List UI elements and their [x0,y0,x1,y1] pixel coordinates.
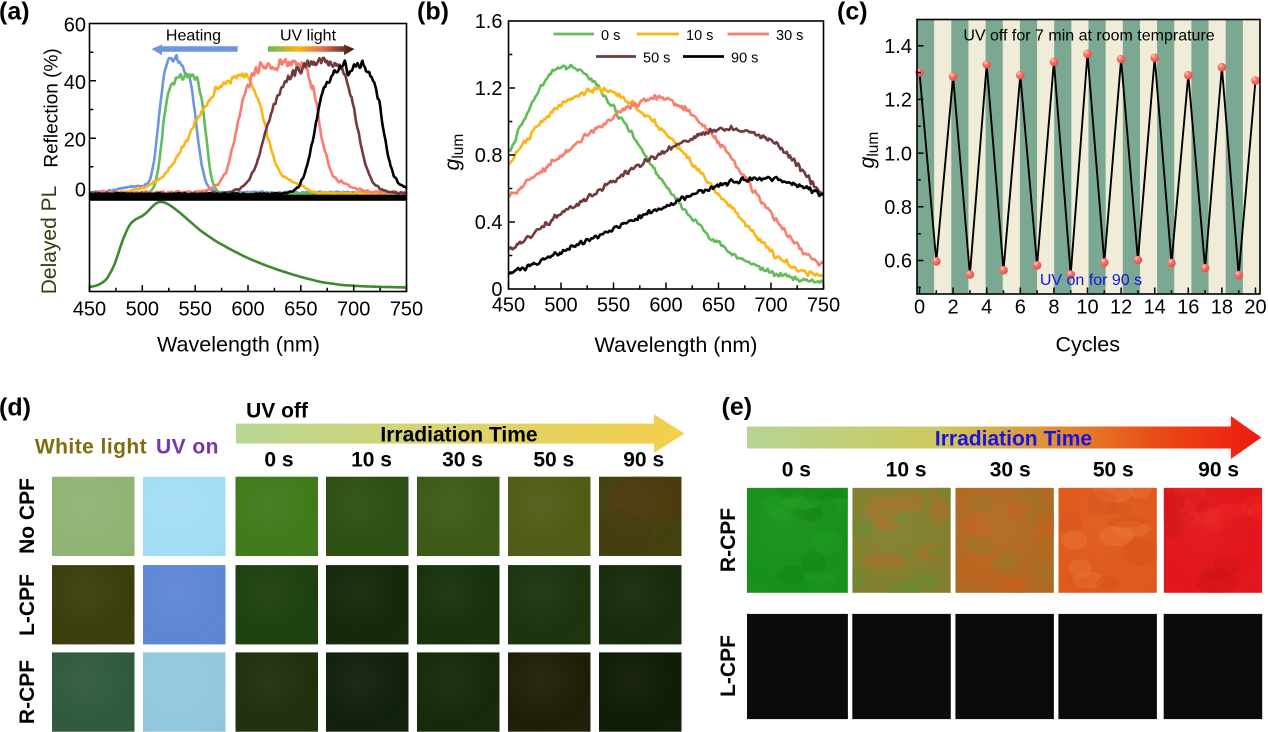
svg-text:18: 18 [1211,297,1233,319]
svg-text:40: 40 [64,72,86,94]
svg-text:0.8: 0.8 [884,197,912,219]
svg-text:glum: glum [441,134,467,171]
svg-text:(a): (a) [0,0,30,26]
svg-text:glum: glum [856,132,882,169]
svg-text:Wavelength (nm): Wavelength (nm) [157,333,320,357]
svg-text:Irradiation Time: Irradiation Time [380,424,537,447]
svg-text:0.4: 0.4 [475,212,503,234]
svg-text:0: 0 [914,297,925,319]
svg-text:90 s: 90 s [1198,459,1239,482]
svg-text:1.6: 1.6 [475,11,503,33]
svg-text:0.8: 0.8 [475,145,503,167]
svg-text:750: 750 [807,295,840,317]
svg-text:16: 16 [1177,297,1199,319]
svg-text:0 s: 0 s [264,449,293,472]
svg-text:Irradiation Time: Irradiation Time [935,428,1092,451]
svg-text:650: 650 [284,299,317,321]
svg-text:(b): (b) [417,0,449,26]
svg-text:450: 450 [73,299,106,321]
svg-text:UV on for 90 s: UV on for 90 s [1040,272,1142,289]
svg-text:Delayed PL: Delayed PL [38,186,61,295]
svg-text:R-CPF: R-CPF [16,660,39,724]
svg-text:12: 12 [1110,297,1132,319]
svg-text:4: 4 [981,297,992,319]
svg-text:L-CPF: L-CPF [16,574,39,636]
svg-text:0.6: 0.6 [884,251,912,273]
svg-text:R-CPF: R-CPF [717,508,740,572]
svg-text:600: 600 [649,295,682,317]
svg-text:700: 700 [337,299,370,321]
svg-text:1.2: 1.2 [475,78,503,100]
svg-text:750: 750 [390,299,423,321]
svg-text:Wavelength (nm): Wavelength (nm) [595,333,758,357]
svg-text:450: 450 [492,295,525,317]
svg-text:6: 6 [1015,297,1026,319]
svg-text:500: 500 [544,295,577,317]
svg-text:90 s: 90 s [731,51,758,67]
svg-text:500: 500 [126,299,159,321]
svg-text:700: 700 [754,295,787,317]
svg-text:Cycles: Cycles [1055,333,1120,357]
svg-text:50 s: 50 s [643,51,670,67]
svg-text:50 s: 50 s [533,449,574,472]
svg-text:60: 60 [64,15,86,37]
svg-text:(c): (c) [837,0,868,26]
svg-text:550: 550 [179,299,212,321]
svg-text:Reflection (%): Reflection (%) [42,48,63,167]
svg-text:0: 0 [75,180,86,202]
svg-text:90 s: 90 s [623,449,664,472]
svg-text:0 s: 0 s [782,459,811,482]
svg-text:White light: White light [35,436,147,459]
svg-text:0: 0 [491,279,502,301]
svg-text:550: 550 [597,295,630,317]
svg-text:10 s: 10 s [886,459,927,482]
svg-text:0 s: 0 s [601,28,620,44]
svg-text:14: 14 [1144,297,1166,319]
svg-text:10 s: 10 s [351,449,392,472]
svg-text:8: 8 [1048,297,1059,319]
svg-text:20: 20 [1244,297,1266,319]
svg-text:UV light: UV light [280,28,337,45]
svg-text:No CPF: No CPF [16,478,39,554]
svg-text:1.4: 1.4 [884,36,912,58]
svg-text:1.0: 1.0 [884,143,912,165]
svg-text:UV off for 7 min at room tempr: UV off for 7 min at room temprature [963,28,1214,45]
svg-text:30 s: 30 s [442,449,483,472]
svg-text:600: 600 [231,299,264,321]
svg-text:650: 650 [702,295,735,317]
svg-text:1.2: 1.2 [884,90,912,112]
svg-text:(e): (e) [722,393,753,421]
svg-text:2: 2 [948,297,959,319]
svg-text:30 s: 30 s [990,459,1031,482]
svg-text:20: 20 [64,129,86,151]
svg-text:10: 10 [1076,297,1098,319]
svg-text:UV off: UV off [246,400,309,423]
svg-text:30 s: 30 s [776,28,803,44]
svg-text:UV on: UV on [156,436,219,459]
svg-text:50 s: 50 s [1093,459,1134,482]
svg-text:10 s: 10 s [686,28,713,44]
svg-text:(d): (d) [0,394,31,422]
svg-text:Heating: Heating [166,28,221,45]
svg-text:L-CPF: L-CPF [717,635,740,697]
